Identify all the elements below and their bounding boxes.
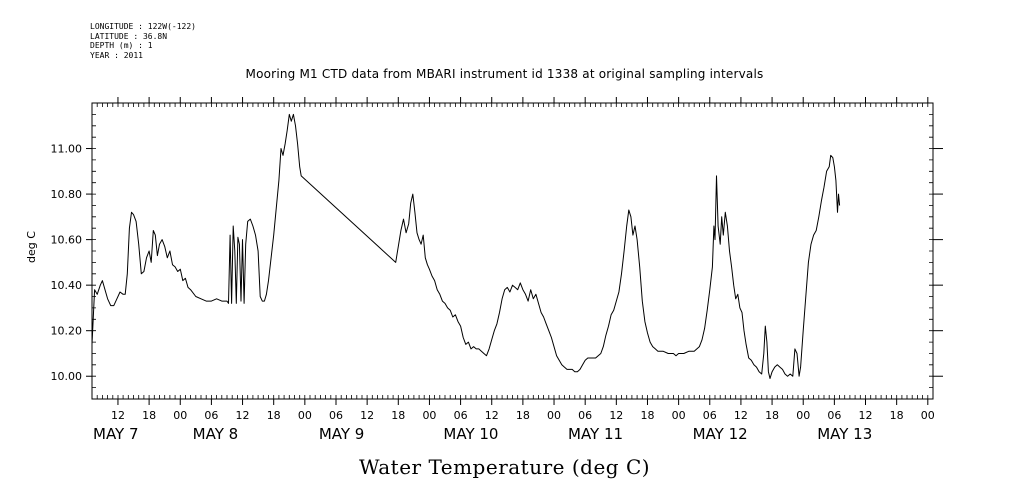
x-minor-ticks (91, 103, 934, 399)
x-tick-label: 00 (547, 409, 561, 422)
x-tick-label: 06 (454, 409, 468, 422)
x-tick-label: 00 (921, 409, 935, 422)
y-tick-label: 10.80 (51, 188, 83, 201)
y-tick-label: 10.40 (51, 279, 83, 292)
x-tick-label: 18 (890, 409, 904, 422)
y-tick-label: 10.20 (51, 325, 83, 338)
day-label: MAY 13 (817, 425, 872, 443)
y-tick-label: 11.00 (51, 143, 83, 156)
x-axis-label: Water Temperature (deg C) (358, 455, 651, 479)
day-label: MAY 7 (93, 425, 139, 443)
temperature-series-line (91, 113, 841, 379)
x-tick-label: 12 (111, 409, 125, 422)
x-tick-label: 00 (422, 409, 436, 422)
x-tick-label: 06 (703, 409, 717, 422)
x-tick-label: 00 (672, 409, 686, 422)
plot-frame (91, 102, 934, 400)
day-label: MAY 12 (693, 425, 748, 443)
x-tick-label: 12 (734, 409, 748, 422)
day-label: MAY 8 (193, 425, 239, 443)
y-minor-ticks (92, 102, 933, 400)
day-label: MAY 9 (319, 425, 365, 443)
x-tick-label: 06 (204, 409, 218, 422)
latitude-label: LATITUDE : 36.8N (90, 31, 168, 41)
day-label: MAY 10 (443, 425, 498, 443)
longitude-label: LONGITUDE : 122W(-122) (90, 22, 196, 31)
x-tick-label: 12 (360, 409, 374, 422)
metadata-block: LONGITUDE : 122W(-122) LATITUDE : 36.8N … (90, 22, 196, 60)
x-tick-label: 12 (859, 409, 873, 422)
x-tick-label: 06 (827, 409, 841, 422)
x-tick-label: 18 (516, 409, 530, 422)
x-tick-label: 12 (485, 409, 499, 422)
depth-label: DEPTH (m) : 1 (90, 41, 153, 50)
x-tick-label: 18 (267, 409, 281, 422)
x-tick-label: 18 (640, 409, 654, 422)
chart-title: Mooring M1 CTD data from MBARI instrumen… (245, 67, 764, 81)
x-tick-label: 06 (329, 409, 343, 422)
x-tick-label: 12 (609, 409, 623, 422)
x-tick-label: 18 (142, 409, 156, 422)
y-tick-label: 10.00 (51, 370, 83, 383)
y-axis-label: deg C (25, 231, 38, 263)
x-tick-label: 12 (236, 409, 250, 422)
year-label: YEAR : 2011 (90, 50, 143, 60)
x-tick-label: 00 (173, 409, 187, 422)
x-tick-label: 18 (391, 409, 405, 422)
y-tick-label: 10.60 (51, 234, 83, 247)
x-tick-label: 00 (796, 409, 810, 422)
x-tick-label: 00 (298, 409, 312, 422)
x-tick-label: 06 (578, 409, 592, 422)
day-label: MAY 11 (568, 425, 623, 443)
x-tick-label: 18 (765, 409, 779, 422)
